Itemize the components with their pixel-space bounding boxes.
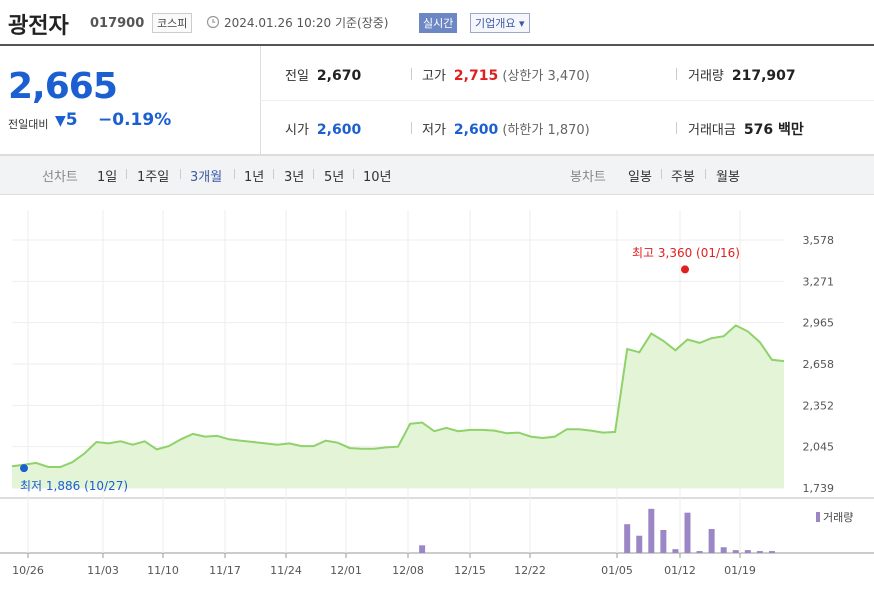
- trade-amount: 거래대금 576 백만: [688, 122, 804, 138]
- current-price: 2,665: [8, 66, 118, 107]
- volume-bar: [636, 535, 643, 553]
- tab-weekly[interactable]: 주봉: [671, 170, 695, 185]
- stock-code: 017900: [90, 16, 145, 31]
- x-tick-label: 11/24: [270, 564, 302, 577]
- max-label: 최고 3,360 (01/16): [632, 246, 740, 260]
- price-area: [12, 325, 784, 488]
- tab-5y[interactable]: 5년: [324, 170, 345, 185]
- chevron-down-icon: ▾: [518, 17, 525, 30]
- volume-bar: [648, 508, 655, 553]
- volume-bar: [419, 545, 426, 553]
- price-line: [11, 324, 785, 468]
- min-marker: [20, 464, 28, 473]
- volume-bar: [696, 551, 703, 553]
- x-tick-label: 12/22: [514, 564, 546, 577]
- tab-10y[interactable]: 10년: [363, 170, 392, 185]
- y-tick-label: 2,658: [803, 358, 835, 371]
- low-price: 저가 2,600 (하한가 1,870): [422, 122, 590, 138]
- candle-chart-label: 봉차트: [570, 170, 606, 185]
- tab-daily[interactable]: 일봉: [628, 170, 652, 185]
- volume-bar: [708, 529, 715, 553]
- tab-1w[interactable]: 1주일: [137, 170, 170, 185]
- tab-monthly[interactable]: 월봉: [716, 170, 740, 185]
- chart-tabs: 선차트 1일 1주일 3개월 1년 3년 5년 10년 봉차트 일봉 주봉 월봉: [0, 155, 874, 195]
- volume-bar: [744, 550, 751, 553]
- high-price: 고가 2,715 (상한가 3,470): [422, 68, 590, 84]
- x-tick-label: 12/08: [392, 564, 424, 577]
- y-tick-label: 2,965: [803, 317, 835, 330]
- x-tick-label: 12/15: [454, 564, 486, 577]
- x-tick-label: 10/26: [12, 564, 44, 577]
- y-tick-label: 3,271: [803, 275, 835, 288]
- tab-3m[interactable]: 3개월: [190, 170, 223, 185]
- volume-legend-label: 거래량: [823, 511, 853, 524]
- company-info-dropdown[interactable]: 기업개요 ▾: [470, 13, 530, 33]
- y-tick-label: 3,578: [803, 234, 835, 247]
- x-tick-label: 01/05: [601, 564, 633, 577]
- prev-close: 전일 2,670: [285, 68, 362, 84]
- volume-bar: [756, 551, 763, 553]
- change-percent: −0.19%: [98, 110, 172, 130]
- max-marker: [681, 265, 689, 274]
- clock-icon: [206, 15, 220, 29]
- line-chart-label: 선차트: [42, 170, 78, 185]
- stock-name: 광전자: [8, 14, 69, 39]
- down-arrow-icon: ▼: [55, 113, 66, 129]
- x-tick-label: 12/01: [330, 564, 362, 577]
- x-tick-label: 11/03: [87, 564, 119, 577]
- volume-bar: [720, 547, 727, 553]
- y-tick-label: 1,739: [803, 482, 835, 495]
- volume-legend-swatch: [816, 512, 820, 522]
- volume-bar: [684, 512, 691, 553]
- change-label: 전일대비: [8, 118, 49, 131]
- quote-datetime: 2024.01.26 10:20 기준(장중): [224, 16, 389, 30]
- x-tick-label: 01/12: [664, 564, 696, 577]
- x-tick-label: 11/17: [209, 564, 241, 577]
- tab-1d[interactable]: 1일: [97, 170, 118, 185]
- price-chart: 3,578 3,271 2,965 2,658 2,352 2,045 1,739 10/26…: [0, 210, 874, 577]
- volume-bar: [624, 524, 631, 553]
- realtime-button[interactable]: 실시간: [419, 13, 458, 33]
- y-tick-label: 2,352: [803, 399, 835, 412]
- volume-bar: [672, 549, 679, 553]
- volume: 거래량 217,907: [688, 68, 796, 84]
- tab-1y[interactable]: 1년: [244, 170, 265, 185]
- x-tick-label: 11/10: [147, 564, 179, 577]
- stock-header: 광전자 017900 코스피 2024.01.26 10:20 기준(장중) 실…: [0, 0, 874, 46]
- volume-bar: [768, 551, 775, 553]
- open-price: 시가 2,600: [285, 122, 362, 138]
- market-badge: 코스피: [152, 13, 193, 33]
- y-tick-label: 2,045: [803, 441, 835, 454]
- x-tick-label: 01/19: [724, 564, 756, 577]
- volume-bar: [660, 529, 667, 553]
- quote-panel: 2,665 전일대비 ▼5 −0.19% 전일 2,670 고가 2,715 (상한…: [0, 46, 874, 155]
- volume-bar: [732, 550, 739, 553]
- tab-3y[interactable]: 3년: [284, 170, 305, 185]
- change-value: ▼5: [55, 110, 78, 130]
- min-label: 최저 1,886 (10/27): [20, 479, 128, 493]
